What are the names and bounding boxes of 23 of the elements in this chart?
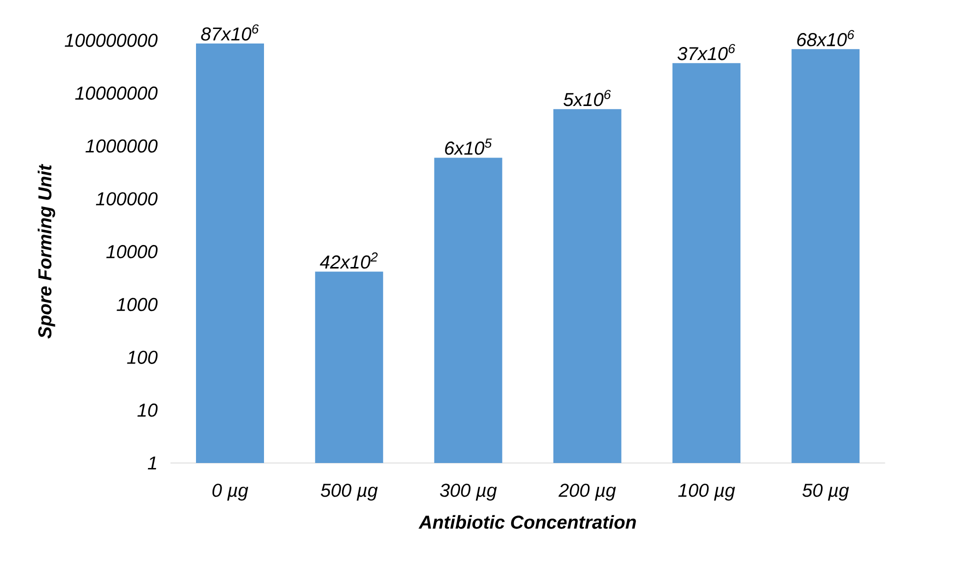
y-tick-label: 1 [148,456,156,470]
x-tick-label: 0 µg [212,484,248,501]
x-tick-label: 50 µg [802,484,849,501]
data-label: 68x10$^{6}$ [797,30,854,46]
data-label: 37x10$^{6}$ [677,44,736,60]
data-label: 87x10$^{6}$ [201,24,259,41]
data-label: 6x10$^{5}$ [445,138,492,155]
y-tick-label: 10 [137,404,158,417]
y-tick-label: 1000 [116,298,158,312]
y-tick-label: 10000 [106,245,158,258]
y-tick-label: 1000000 [86,139,158,153]
data-label: 42x10$^{2}$ [320,252,378,269]
x-tick-label: 500 µg [320,484,378,501]
y-tick-label: 10000000 [75,86,158,100]
x-tick-label: 200 µg [558,484,616,501]
data-label: 5x10$^{6}$ [564,90,611,106]
x-tick-label: 100 µg [678,484,736,501]
y-tick-label: 100000000 [64,34,158,47]
x-tick-label: 300 µg [440,484,497,501]
y-axis-title: Spore Forming Unit [38,164,56,339]
y-tick-label: 100000 [96,192,158,206]
y-tick-label: 100 [127,350,158,364]
x-axis-title: Antibiotic Concentration [418,515,636,529]
